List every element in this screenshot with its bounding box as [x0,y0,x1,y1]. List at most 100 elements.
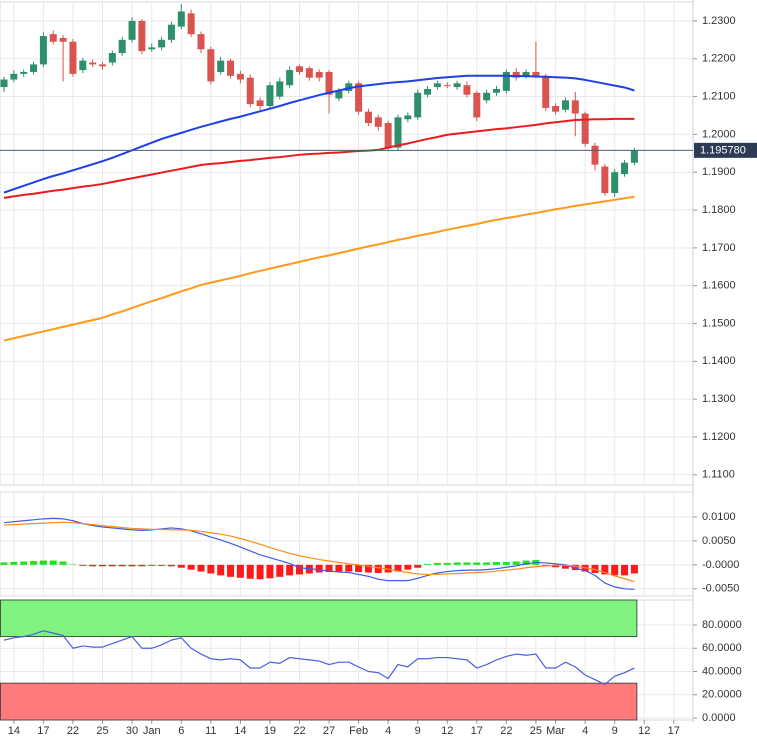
candle-body [443,85,451,87]
candle-body [197,34,205,50]
histogram-bar [355,564,363,573]
candle-body [256,100,264,107]
candle-body [571,100,579,114]
histogram-bar [286,564,294,576]
x-tick-label: 17 [471,725,483,737]
candle-body [10,73,18,80]
candle-body [246,77,254,105]
candle-body [177,11,185,27]
x-tick-label: Jan [143,725,161,737]
histogram-bar [276,564,284,577]
histogram-bar [79,564,87,566]
candle-body [59,37,67,42]
histogram-bar [552,564,560,568]
candle-body [374,117,382,127]
histogram-bar [630,564,638,574]
x-tick-label: 14 [8,725,20,737]
y-tick-label: -0.0000 [702,559,739,571]
y-tick-label: 1.1600 [702,280,736,292]
y-tick-label: 1.2300 [702,15,736,27]
x-tick-label: 30 [126,725,138,737]
candle-body [39,36,47,65]
histogram-bar [158,564,166,566]
x-tick-label: 9 [415,725,421,737]
candle-body [581,113,589,144]
x-tick-label: 19 [264,725,276,737]
histogram-bar [246,564,254,579]
candle-body [99,64,106,67]
y-tick-label: 1.1900 [702,166,736,178]
y-tick-label: 0.0100 [702,511,736,523]
y-tick-label: 1.2000 [702,128,736,140]
candle-body [630,150,638,163]
candle-body [394,117,402,148]
histogram-bar [266,564,274,579]
histogram-bar [256,564,264,580]
x-tick-label: 25 [96,725,108,737]
x-tick-label: Feb [349,725,368,737]
candle-body [433,83,441,88]
histogram-bar [0,562,8,565]
histogram-bar [473,562,481,565]
candle-body [69,41,77,74]
histogram-bar [30,561,38,565]
x-tick-label: 4 [582,725,588,737]
candle-body [335,90,343,99]
candle-body [591,145,599,165]
x-tick-label: 17 [668,725,680,737]
histogram-bar [10,561,18,565]
histogram-bar [89,564,97,567]
candle-body [30,64,38,72]
histogram-bar [522,560,530,565]
x-tick-label: 22 [293,725,305,737]
y-tick-label: 1.1200 [702,431,736,443]
candle-body [542,75,550,108]
line-series [3,74,635,194]
histogram-bar [296,564,303,575]
x-tick-label: 22 [67,725,79,737]
histogram-bar [59,561,67,565]
y-tick-label: 0.0000 [702,712,736,724]
candle-body [266,85,274,107]
histogram-bar [69,564,77,565]
histogram-bar [463,562,471,565]
candle-body [138,20,146,52]
candle-body [128,20,136,40]
histogram-bar [236,564,244,578]
histogram-bar [394,564,402,572]
last-price-label: 1.195780 [700,145,746,157]
candle-body [325,71,333,95]
y-tick-label: 40.0000 [702,665,742,677]
candle-body [601,166,609,194]
candle-body [473,92,481,118]
candle-body [148,47,156,50]
x-tick-label: 22 [500,725,512,737]
histogram-bar [414,564,422,568]
x-tick-label: 27 [323,725,335,737]
line-series [3,117,635,199]
histogram-bar [424,563,432,565]
y-tick-label: 1.1400 [702,355,736,367]
histogram-bar [99,564,106,567]
histogram-bar [197,564,205,572]
candle-body [621,162,629,175]
candle-body [414,92,422,118]
x-tick-label: 17 [37,725,49,737]
x-tick-label: 12 [638,725,650,737]
x-tick-label: 12 [441,725,453,737]
candle-body [167,24,175,40]
histogram-bar [611,564,619,576]
candle-body [296,66,303,72]
candle-body [355,83,363,112]
y-tick-label: 1.1500 [702,317,736,329]
histogram-bar [315,564,323,573]
candle-body [463,85,471,95]
candle-body [286,70,294,86]
candle-body [207,49,215,82]
candle-body [276,81,284,97]
candle-body [217,60,225,72]
candle-body [611,172,619,194]
candle-body [49,34,57,42]
histogram-bar [502,561,510,565]
